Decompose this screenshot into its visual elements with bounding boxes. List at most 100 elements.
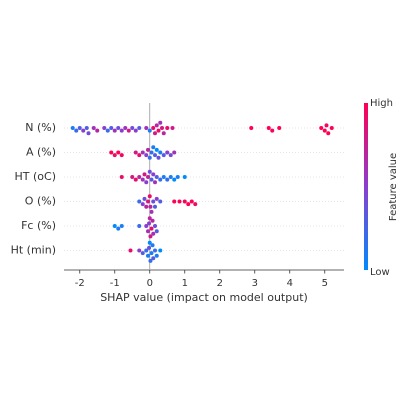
point <box>186 202 191 207</box>
point <box>84 126 89 130</box>
point <box>154 196 159 201</box>
point <box>168 153 173 158</box>
point <box>133 150 138 155</box>
point <box>153 153 157 158</box>
point <box>126 128 131 133</box>
point <box>146 147 150 152</box>
point <box>277 126 282 130</box>
point <box>151 231 156 236</box>
point <box>142 196 147 201</box>
point <box>137 248 142 253</box>
point <box>150 218 155 223</box>
x-tick-label: 1 <box>182 278 188 289</box>
point <box>161 131 166 136</box>
point <box>154 123 159 128</box>
point <box>158 120 163 125</box>
point <box>149 209 154 214</box>
point <box>137 126 142 130</box>
point <box>326 131 331 136</box>
point <box>144 126 149 130</box>
point <box>151 256 156 261</box>
point <box>137 224 142 228</box>
point <box>154 253 159 258</box>
point <box>322 128 327 133</box>
point <box>140 202 145 207</box>
colorbar <box>364 103 368 270</box>
point <box>147 128 152 133</box>
point <box>170 126 175 130</box>
point <box>158 248 163 253</box>
point <box>119 224 124 228</box>
point <box>158 199 163 204</box>
point <box>149 251 154 256</box>
x-tick-label: 0 <box>147 278 153 289</box>
point <box>147 169 152 174</box>
point <box>172 150 177 155</box>
point <box>112 224 117 228</box>
point <box>182 199 187 204</box>
point <box>146 229 150 234</box>
x-tick-label: -1 <box>110 278 120 289</box>
point <box>151 172 156 177</box>
point <box>142 172 147 177</box>
x-tick-label: 4 <box>287 278 293 289</box>
point <box>149 177 154 182</box>
point <box>128 248 133 253</box>
point <box>137 153 142 158</box>
point <box>144 204 149 209</box>
point <box>151 126 156 130</box>
point <box>86 131 91 136</box>
point <box>74 128 79 133</box>
point <box>153 248 157 253</box>
point <box>133 128 138 133</box>
point <box>147 194 152 199</box>
point <box>147 221 152 226</box>
point <box>123 126 128 130</box>
point <box>146 253 150 258</box>
point <box>144 224 149 228</box>
point <box>319 126 324 130</box>
colorbar-low: Low <box>370 267 390 278</box>
point <box>137 199 142 204</box>
point <box>119 175 124 179</box>
x-tick-label: -2 <box>75 278 85 289</box>
point <box>153 131 157 136</box>
point <box>149 150 154 155</box>
point <box>147 216 152 221</box>
point <box>144 153 149 158</box>
point <box>112 153 117 158</box>
colorbar-high: High <box>370 98 393 109</box>
feature-label: HT (oC) <box>15 170 56 183</box>
point <box>153 180 157 185</box>
x-tick-label: 5 <box>322 278 328 289</box>
point <box>148 258 153 263</box>
point <box>133 177 138 182</box>
point <box>172 199 177 204</box>
point <box>158 150 163 155</box>
point <box>153 204 157 209</box>
point <box>151 199 156 204</box>
point <box>172 177 177 182</box>
point <box>130 175 135 179</box>
x-tick-label: 3 <box>252 278 258 289</box>
point <box>161 153 166 158</box>
point <box>147 245 152 250</box>
point <box>116 126 121 130</box>
feature-label: N (%) <box>25 121 56 134</box>
point <box>156 155 161 160</box>
point <box>154 147 159 152</box>
point <box>91 126 96 130</box>
point <box>148 204 153 209</box>
point <box>165 126 170 130</box>
point <box>329 126 334 130</box>
point <box>150 243 155 248</box>
point <box>165 177 170 182</box>
point <box>156 128 161 133</box>
point <box>147 155 152 160</box>
point <box>161 175 166 179</box>
colorbar-title: Feature value <box>388 153 399 221</box>
point <box>112 128 117 133</box>
point <box>177 199 182 204</box>
point <box>266 126 271 130</box>
